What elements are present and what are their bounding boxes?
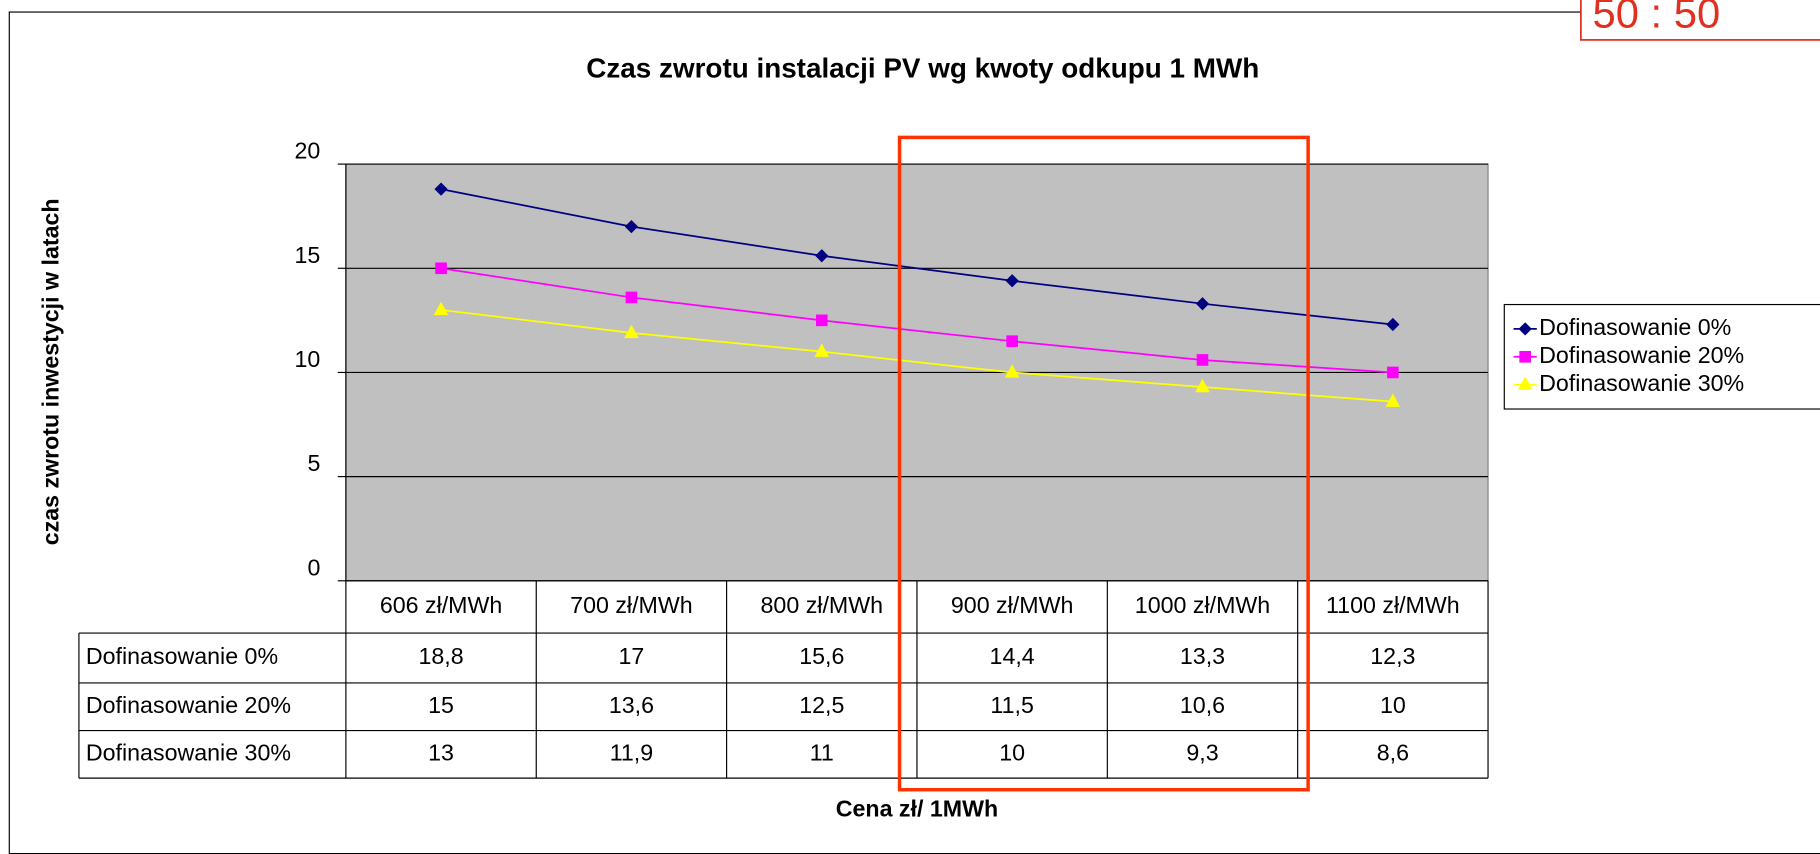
marker — [1005, 274, 1019, 288]
marker — [1519, 350, 1531, 363]
chart-title: Czas zwrotu instalacji PV wg kwoty odkup… — [586, 52, 1259, 83]
x-tick-label: 800 zł/MWh — [761, 592, 884, 618]
marker — [625, 291, 638, 304]
legend-label: Dofinasowanie 30% — [1539, 370, 1744, 396]
marker — [433, 301, 449, 316]
table-cell: 11,9 — [610, 739, 653, 765]
y-tick-label: 10 — [295, 346, 321, 372]
marker — [1004, 364, 1020, 378]
marker — [1385, 393, 1401, 407]
marker — [815, 314, 828, 327]
table-cell: 14,4 — [990, 643, 1035, 669]
x-tick-label: 1100 zł/MWh — [1326, 592, 1460, 618]
marker — [435, 262, 447, 275]
table-cell: 11,5 — [990, 692, 1033, 718]
highlight-box — [897, 135, 1310, 792]
marker — [815, 249, 829, 263]
table-cell: 12,3 — [1370, 643, 1415, 669]
table-cell: 10,6 — [1180, 692, 1225, 718]
table-cell: 13 — [428, 739, 454, 765]
marker — [434, 182, 448, 196]
table-cell: 17 — [619, 643, 645, 669]
legend-label: Dofinasowanie 20% — [1539, 342, 1744, 368]
x-tick-label: 606 zł/MWh — [380, 592, 502, 618]
marker — [1195, 297, 1210, 311]
x-axis-label: Cena zł/ 1MWh — [836, 796, 998, 822]
y-tick-label: 15 — [295, 242, 321, 268]
table-cell: 8,6 — [1377, 739, 1409, 765]
y-axis-label: czas zwrotu inwestycji w latach — [37, 198, 63, 545]
series-line — [440, 309, 1393, 403]
marker — [624, 219, 639, 234]
legend-label: Dofinasowanie 0% — [1539, 314, 1731, 340]
table-cell: 13,6 — [609, 692, 654, 718]
x-tick-label: 900 zł/MWh — [951, 592, 1073, 618]
x-tick-label: 1000 zł/MWh — [1135, 592, 1270, 618]
y-tick-label: 20 — [295, 138, 321, 164]
marker — [624, 324, 639, 339]
y-tick-label: 5 — [307, 450, 320, 476]
series-line — [440, 188, 1393, 326]
marker — [1518, 322, 1532, 336]
marker — [1195, 378, 1210, 393]
table-row-header: Dofinasowanie 30% — [86, 739, 291, 765]
table-cell: 10 — [1380, 692, 1406, 718]
table-cell: 13,3 — [1180, 643, 1225, 669]
marker — [1517, 376, 1533, 390]
table-cell: 18,8 — [418, 643, 463, 669]
marker — [1196, 354, 1209, 366]
table-cell: 15,6 — [799, 643, 844, 669]
x-tick-label: 700 zł/MWh — [570, 592, 693, 618]
table-cell: 12,5 — [799, 692, 844, 718]
table-cell: 10 — [999, 739, 1025, 765]
legend-box — [1503, 303, 1820, 410]
table-row-header: Dofinasowanie 20% — [86, 692, 291, 718]
table-row-header: Dofinasowanie 0% — [86, 643, 278, 669]
annotation: 50 : 50 — [1593, 0, 1721, 37]
marker — [1387, 366, 1399, 379]
marker — [814, 343, 830, 357]
marker — [1006, 335, 1018, 347]
table-cell: 11 — [810, 739, 834, 765]
marker — [1386, 317, 1400, 332]
annotation-box — [1580, 0, 1820, 41]
table-cell: 9,3 — [1186, 739, 1218, 765]
table-cell: 15 — [428, 692, 454, 718]
y-tick-label: 0 — [307, 554, 320, 580]
series-line — [440, 267, 1393, 374]
